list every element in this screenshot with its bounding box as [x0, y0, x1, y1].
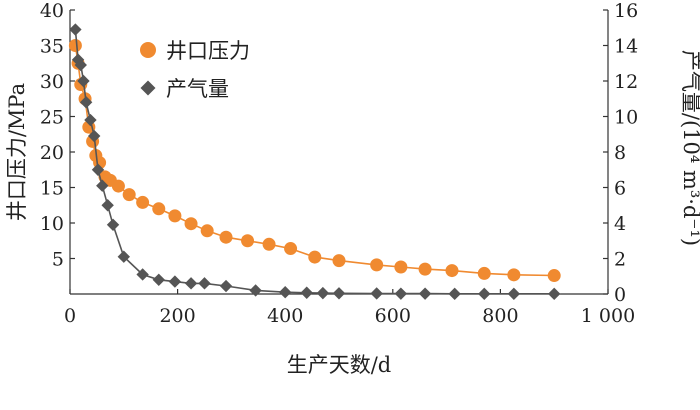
data-point: [168, 209, 182, 223]
data-point: [507, 287, 521, 301]
y-left-tick-label: 30: [40, 71, 64, 93]
series-layer: [68, 23, 561, 301]
series-gas-production: [69, 23, 561, 301]
data-point: [262, 237, 276, 251]
y-left-axis-title: 井口压力/MPa: [5, 83, 29, 221]
x-tick-label: 200: [159, 305, 195, 327]
data-point: [279, 286, 292, 299]
data-point: [111, 179, 125, 193]
y-right-tick-label: 8: [614, 142, 626, 164]
data-point: [249, 284, 262, 297]
data-point: [106, 218, 120, 231]
x-axis-title: 生产天数/d: [287, 353, 392, 377]
legend-label: 井口压力: [166, 39, 250, 63]
data-point: [370, 258, 384, 272]
data-point: [84, 113, 97, 127]
y-right-tick-label: 0: [614, 284, 626, 306]
data-point: [122, 188, 136, 202]
data-point: [69, 23, 82, 36]
y-left-tick-label: 40: [40, 0, 64, 22]
y-left-tick-label: 10: [40, 213, 64, 235]
y-right-tick-label: 4: [614, 213, 626, 235]
data-point: [308, 250, 322, 264]
data-point: [332, 254, 346, 268]
data-point: [448, 287, 461, 301]
legend-marker-diamond: [140, 80, 156, 96]
data-point: [184, 277, 198, 290]
legend-item: 产气量: [140, 77, 229, 101]
y-left-tick-label: 15: [40, 178, 64, 200]
data-point: [418, 287, 432, 300]
y-left-tick-label: 35: [40, 36, 64, 58]
legend-marker-circle: [140, 42, 156, 58]
data-point: [96, 179, 109, 192]
data-point: [370, 287, 383, 300]
y-right-tick-label: 10: [614, 107, 638, 129]
y-right-tick-label: 14: [614, 36, 638, 58]
legend-item: 井口压力: [140, 39, 250, 63]
series-line: [74, 45, 555, 277]
data-point: [219, 230, 233, 244]
x-tick-label: 0: [64, 305, 76, 327]
data-point: [74, 58, 87, 72]
legend-label: 产气量: [166, 77, 229, 101]
data-point: [168, 275, 182, 288]
y-left-tick-label: 25: [40, 107, 64, 129]
data-point: [548, 287, 561, 301]
data-point: [91, 163, 105, 176]
data-point: [418, 262, 432, 276]
data-point: [241, 234, 255, 248]
data-point: [445, 264, 459, 278]
data-point: [88, 129, 101, 143]
axes: 0 200 400 600 800 1 0005101520253035400246810…: [40, 0, 638, 327]
data-point: [71, 53, 85, 66]
data-point: [184, 217, 198, 231]
data-point: [68, 39, 82, 52]
y-right-tick-label: 16: [614, 0, 638, 22]
data-point: [200, 224, 214, 238]
data-point: [507, 268, 521, 282]
data-point: [77, 74, 90, 88]
data-point: [136, 268, 149, 281]
data-point: [152, 202, 166, 216]
x-tick-label: 600: [375, 305, 411, 327]
series-wellhead-pressure: [68, 39, 561, 283]
data-point: [547, 269, 561, 283]
data-point: [477, 266, 491, 280]
data-point: [284, 242, 298, 256]
data-point: [79, 96, 93, 109]
x-tick-label: 1 000: [581, 305, 635, 327]
y-right-tick-label: 6: [614, 178, 626, 200]
data-point: [198, 277, 211, 290]
data-point: [152, 273, 165, 286]
x-tick-label: 400: [267, 305, 303, 327]
data-point: [136, 195, 150, 209]
y-left-tick-label: 20: [40, 142, 64, 164]
y-right-tick-label: 2: [614, 249, 626, 271]
data-point: [394, 287, 408, 300]
y-right-axis-title: 产气量/(10⁴ m³·d⁻¹): [679, 50, 700, 246]
y-left-tick-label: 5: [52, 249, 64, 271]
data-point: [300, 286, 313, 299]
x-tick-label: 800: [482, 305, 518, 327]
data-point: [478, 287, 491, 301]
data-point: [219, 279, 233, 293]
data-point: [316, 286, 330, 300]
data-point: [117, 250, 130, 263]
data-point: [332, 287, 346, 300]
data-point: [101, 199, 114, 212]
data-point: [394, 260, 408, 274]
y-right-tick-label: 12: [614, 71, 638, 93]
